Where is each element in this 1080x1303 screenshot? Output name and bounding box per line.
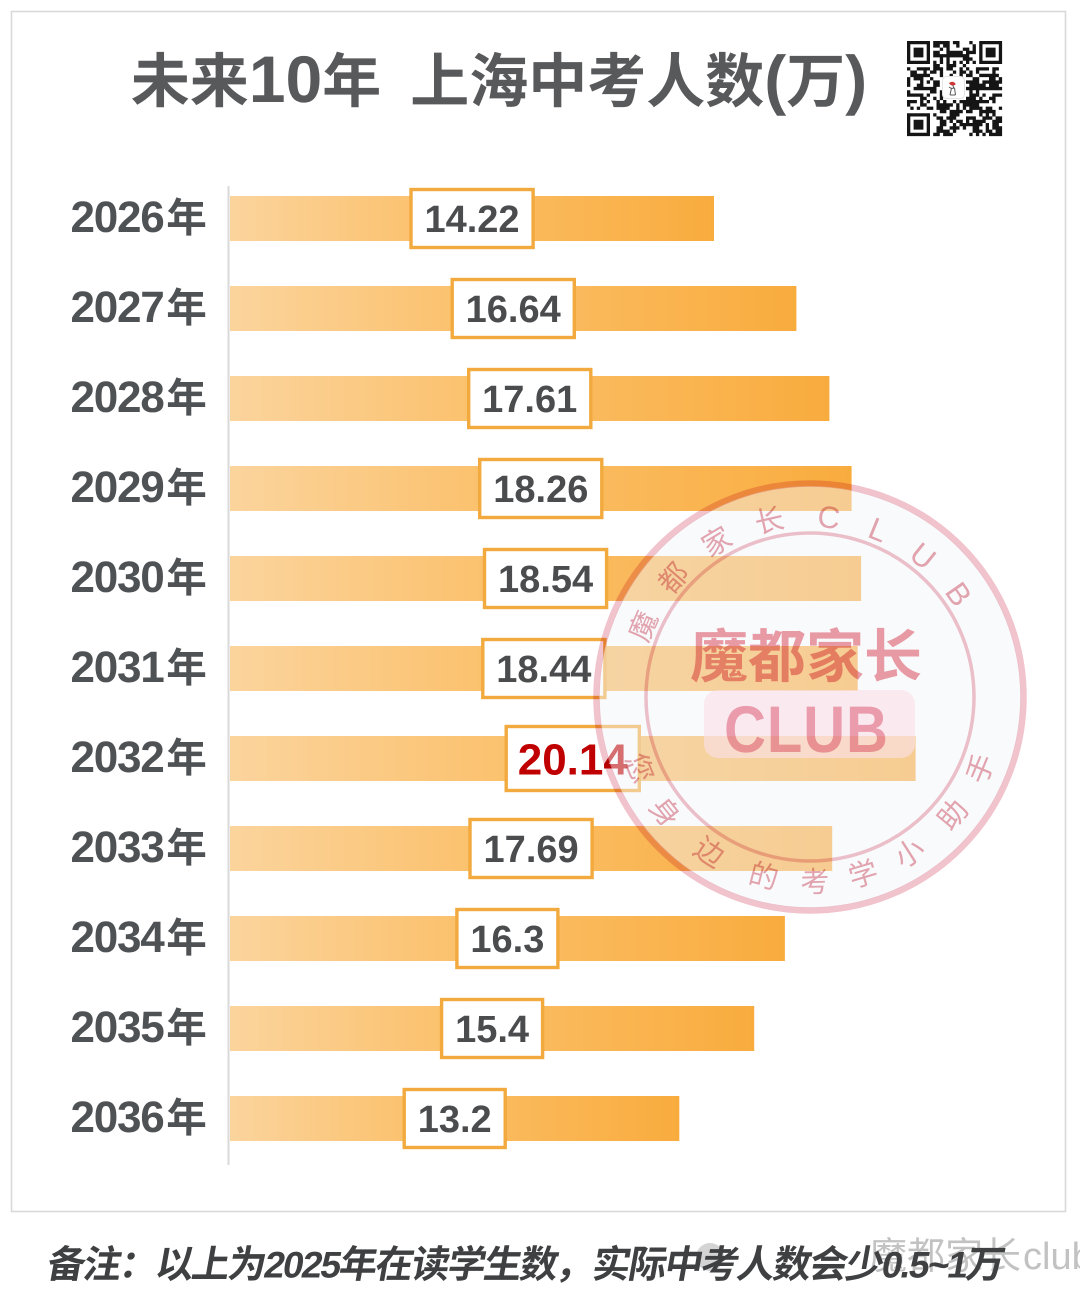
svg-text:16.64: 16.64	[466, 289, 561, 331]
svg-text:18.54: 18.54	[498, 559, 593, 601]
svg-text:15.4: 15.4	[455, 1009, 529, 1051]
svg-text:club: club	[1023, 1236, 1080, 1278]
svg-text:16.3: 16.3	[470, 919, 544, 961]
svg-text:17.69: 17.69	[484, 829, 579, 871]
svg-text:18.26: 18.26	[493, 469, 588, 511]
svg-text:14.22: 14.22	[424, 199, 519, 241]
svg-text:17.61: 17.61	[482, 379, 577, 421]
svg-text:13.2: 13.2	[418, 1099, 492, 1141]
svg-text:18.44: 18.44	[496, 649, 591, 691]
